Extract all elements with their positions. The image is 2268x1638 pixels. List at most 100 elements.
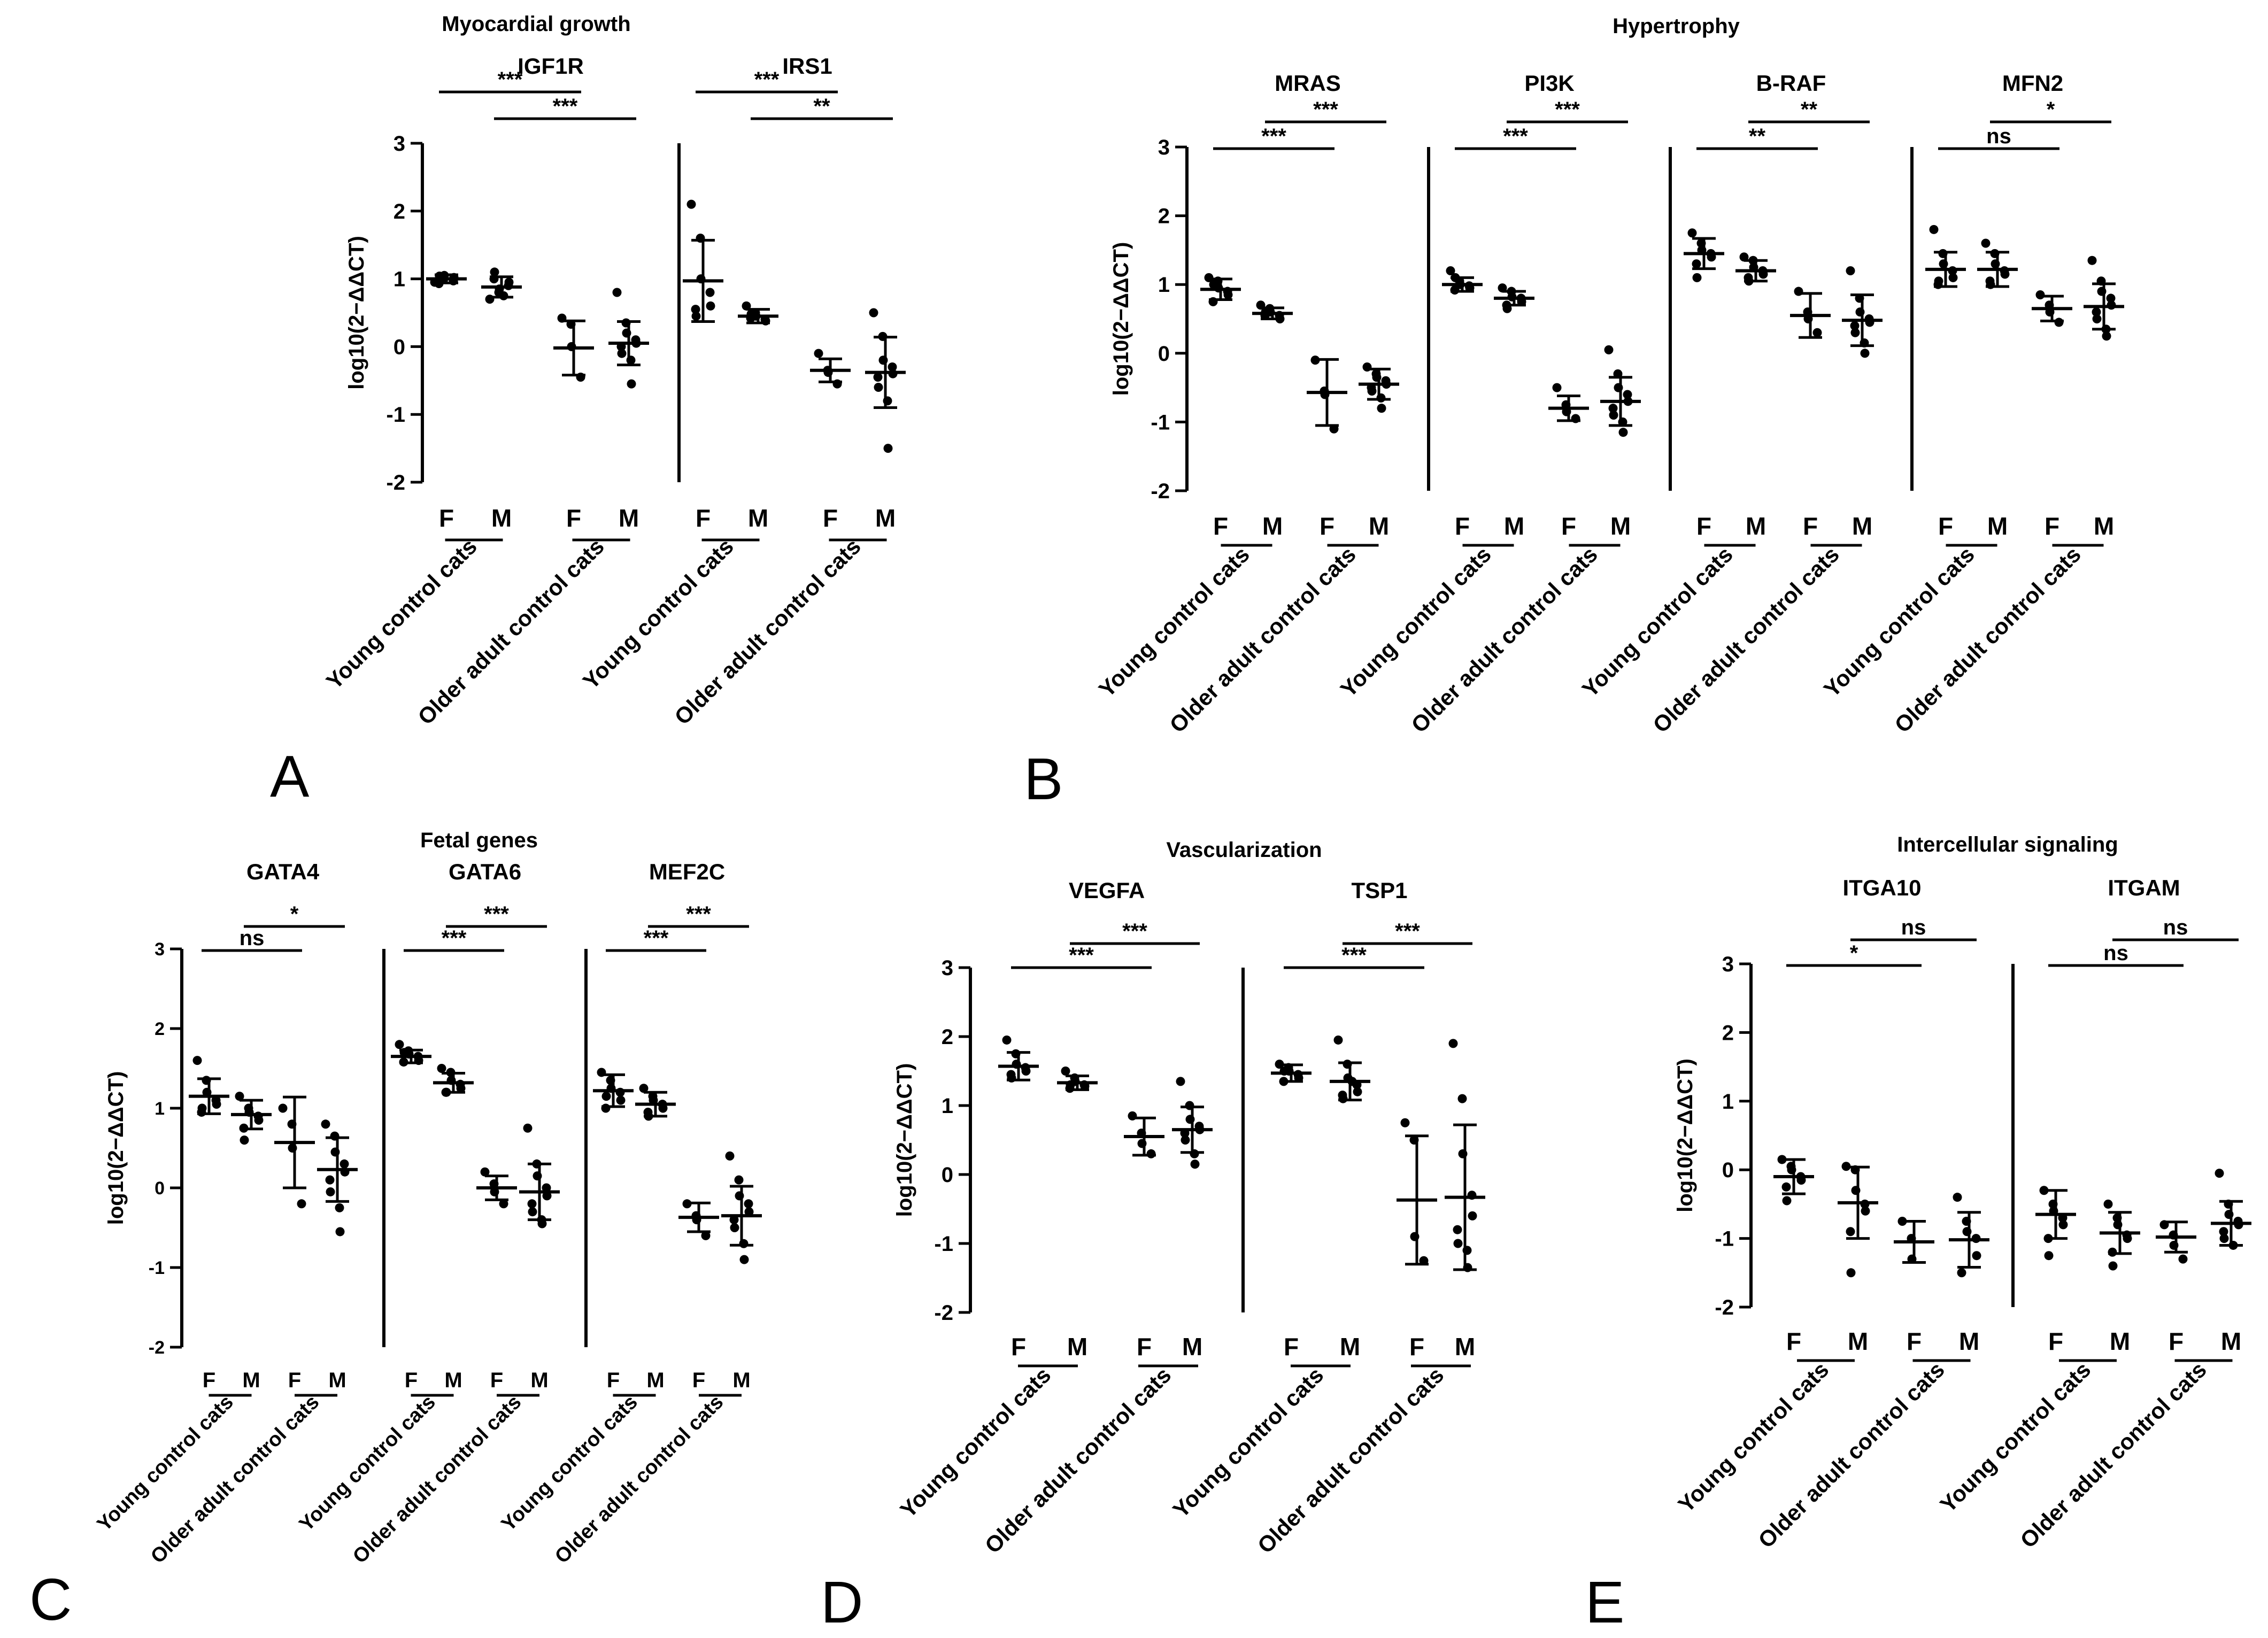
data-point [2159,1220,2169,1230]
data-point [340,1159,349,1169]
data-point [1382,380,1391,389]
sex-label: M [748,504,768,532]
y-tick-label: -1 [1151,411,1170,434]
data-point [495,284,504,294]
data-point [606,1076,615,1085]
data-point [1962,1217,1971,1226]
group-label: Older adult control cats [1164,542,1361,738]
data-point [1794,287,1803,296]
panel-letter-e: E [1585,1570,1624,1635]
sex-label: M [242,1369,260,1392]
data-point [1604,345,1614,354]
y-tick-label: -1 [386,403,405,427]
y-tick-label: 1 [155,1099,165,1119]
data-point [1498,283,1507,293]
data-point [1419,1256,1429,1265]
data-point [1608,404,1618,413]
data-point [1465,283,1475,293]
sex-label: M [1262,512,1283,540]
data-point [888,369,898,378]
y-tick-label: -1 [149,1258,165,1278]
data-point [1796,1175,1806,1185]
y-tick-label: 3 [1722,953,1734,976]
data-point [235,1092,244,1101]
data-point [330,1131,340,1141]
gene-label: MRAS [1275,71,1341,96]
sex-label: M [1182,1333,1202,1361]
data-point [340,1167,350,1177]
data-point [1739,252,1749,262]
data-point [1275,314,1285,323]
sex-label: M [1369,512,1389,540]
data-point [2043,1234,2053,1243]
y-axis-label: log10(2−ΔΔCT) [345,236,368,390]
group-label: Older adult control cats [2015,1357,2211,1553]
data-point [1333,1035,1343,1045]
data-point [616,1095,626,1105]
data-point [1261,307,1270,317]
data-point [1907,1254,1917,1264]
data-point [1957,1268,1966,1278]
data-point [1146,1149,1156,1158]
data-point [1749,262,1758,272]
data-point [485,295,495,304]
data-point [1458,1149,1468,1158]
data-point [1377,404,1386,413]
y-tick-label: -2 [386,471,405,495]
data-point [254,1115,264,1125]
data-point [832,379,842,389]
data-point [2092,314,2102,323]
data-point [542,1191,552,1201]
data-point [692,1215,701,1225]
data-point [742,301,751,311]
data-point [567,342,576,351]
data-point [615,1087,625,1097]
data-point [1457,1094,1467,1103]
group-label: Older adult control cats [349,1391,526,1568]
data-point [1256,300,1266,310]
sex-label: F [692,1369,705,1392]
gene-label: IRS1 [782,53,832,79]
data-point [499,1199,508,1209]
data-point [1865,318,1874,327]
data-point [883,444,893,453]
data-point [1185,1115,1195,1124]
data-point [1552,383,1562,392]
data-point [1971,1234,1981,1243]
y-tick-label: -2 [934,1301,953,1325]
data-point [1781,1182,1791,1192]
sex-label: F [1455,512,1470,540]
data-point [278,1103,288,1113]
data-point [1692,273,1702,282]
data-point [1185,1101,1194,1110]
data-point [1320,390,1330,399]
gene-label: TSP1 [1351,878,1407,903]
data-point [2097,287,2107,296]
y-tick-label: 1 [1158,273,1170,297]
data-point [627,379,636,389]
data-point [1744,276,1754,286]
sex-label: F [1284,1333,1299,1361]
data-point [504,277,514,287]
data-point [1855,307,1865,317]
significance-label: *** [1503,125,1528,148]
data-point [1991,259,2000,269]
data-point [601,1092,611,1101]
panel-letter-d: D [821,1570,863,1635]
data-point [1451,273,1460,282]
data-point [701,1231,711,1240]
data-point [686,199,696,209]
sex-label: F [2169,1327,2184,1355]
data-point [2045,307,2055,317]
data-point [537,1219,547,1228]
data-point [297,1199,306,1209]
data-point [2039,1186,2049,1195]
sex-label: F [1320,512,1334,540]
sex-label: F [823,504,838,532]
data-point [480,1167,490,1177]
data-point [883,396,892,406]
data-point [1782,1196,1792,1206]
data-point [335,1227,345,1237]
gene-label: GATA4 [246,859,320,884]
significance-label: *** [484,902,509,926]
